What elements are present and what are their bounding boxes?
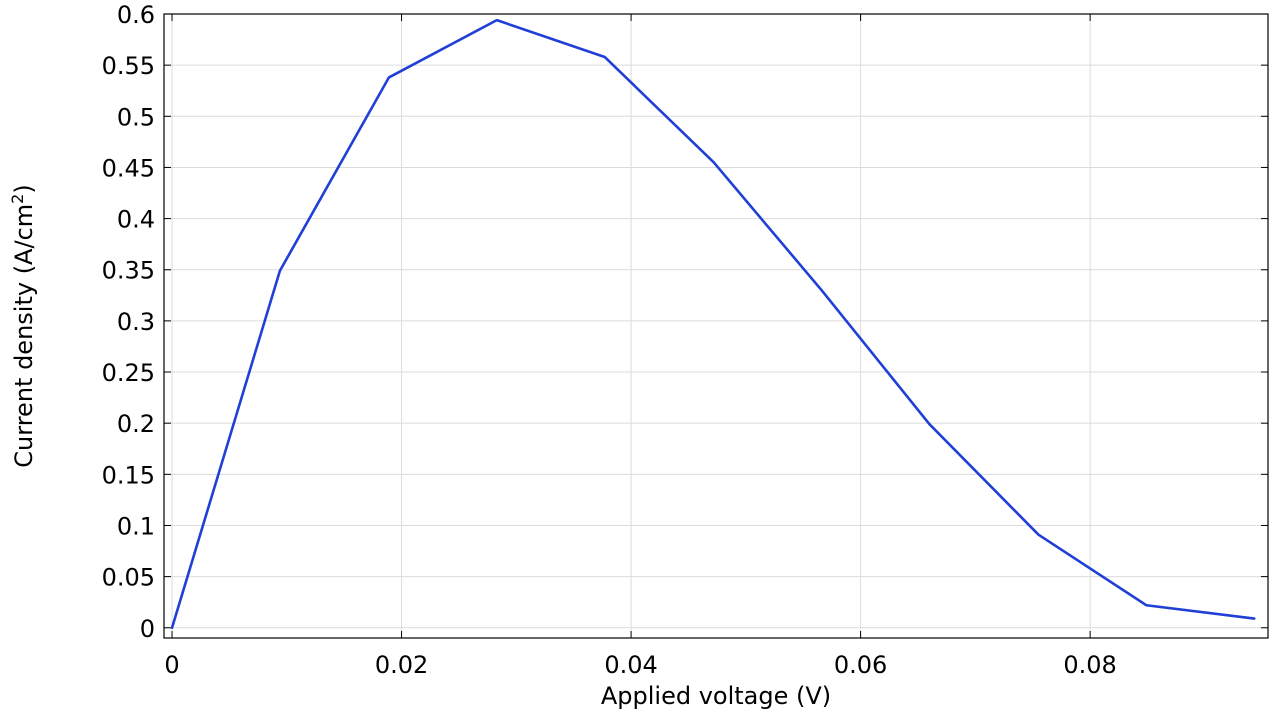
y-axis-title-main: Current density (A/cm	[10, 204, 38, 468]
y-tick-label: 0.6	[117, 1, 155, 29]
plot-frame	[163, 13, 1269, 639]
y-tick-label: 0.15	[102, 461, 155, 489]
x-tick-label: 0.08	[1063, 651, 1116, 679]
y-tick-label: 0.25	[102, 359, 155, 387]
y-axis-title: Current density (A/cm2)	[8, 184, 38, 467]
y-tick-label: 0.2	[117, 410, 155, 438]
x-tick-label: 0	[164, 651, 179, 679]
grid	[164, 13, 1268, 638]
y-tick-label: 0.1	[117, 512, 155, 540]
y-tick-labels: 0 0.05 0.1 0.15 0.2 0.25 0.3 0.35 0.4 0.45 0.5 0.55…	[102, 1, 155, 643]
y-tick-label: 0.35	[102, 257, 155, 285]
y-tick-label: 0.45	[102, 154, 155, 182]
x-tick-label: 0.04	[604, 651, 657, 679]
y-tick-label: 0.55	[102, 52, 155, 80]
x-tick-label: 0.06	[834, 651, 887, 679]
y-tick-label: 0.3	[117, 308, 155, 336]
y-tick-label: 0.05	[102, 564, 155, 592]
series-layer	[170, 18, 1256, 630]
y-axis-title-close: )	[10, 184, 38, 193]
y-tick-label: 0.5	[117, 103, 155, 131]
y-axis-title-superscript: 2	[8, 194, 27, 204]
y-tick-label: 0.4	[117, 206, 155, 234]
tick-marks	[164, 13, 1268, 638]
x-tick-labels: 0 0.02 0.04 0.06 0.08	[164, 651, 1116, 679]
x-tick-label: 0.02	[375, 651, 428, 679]
x-axis-title: Applied voltage (V)	[601, 682, 831, 710]
series-line	[170, 18, 1256, 630]
y-tick-label: 0	[140, 615, 155, 643]
